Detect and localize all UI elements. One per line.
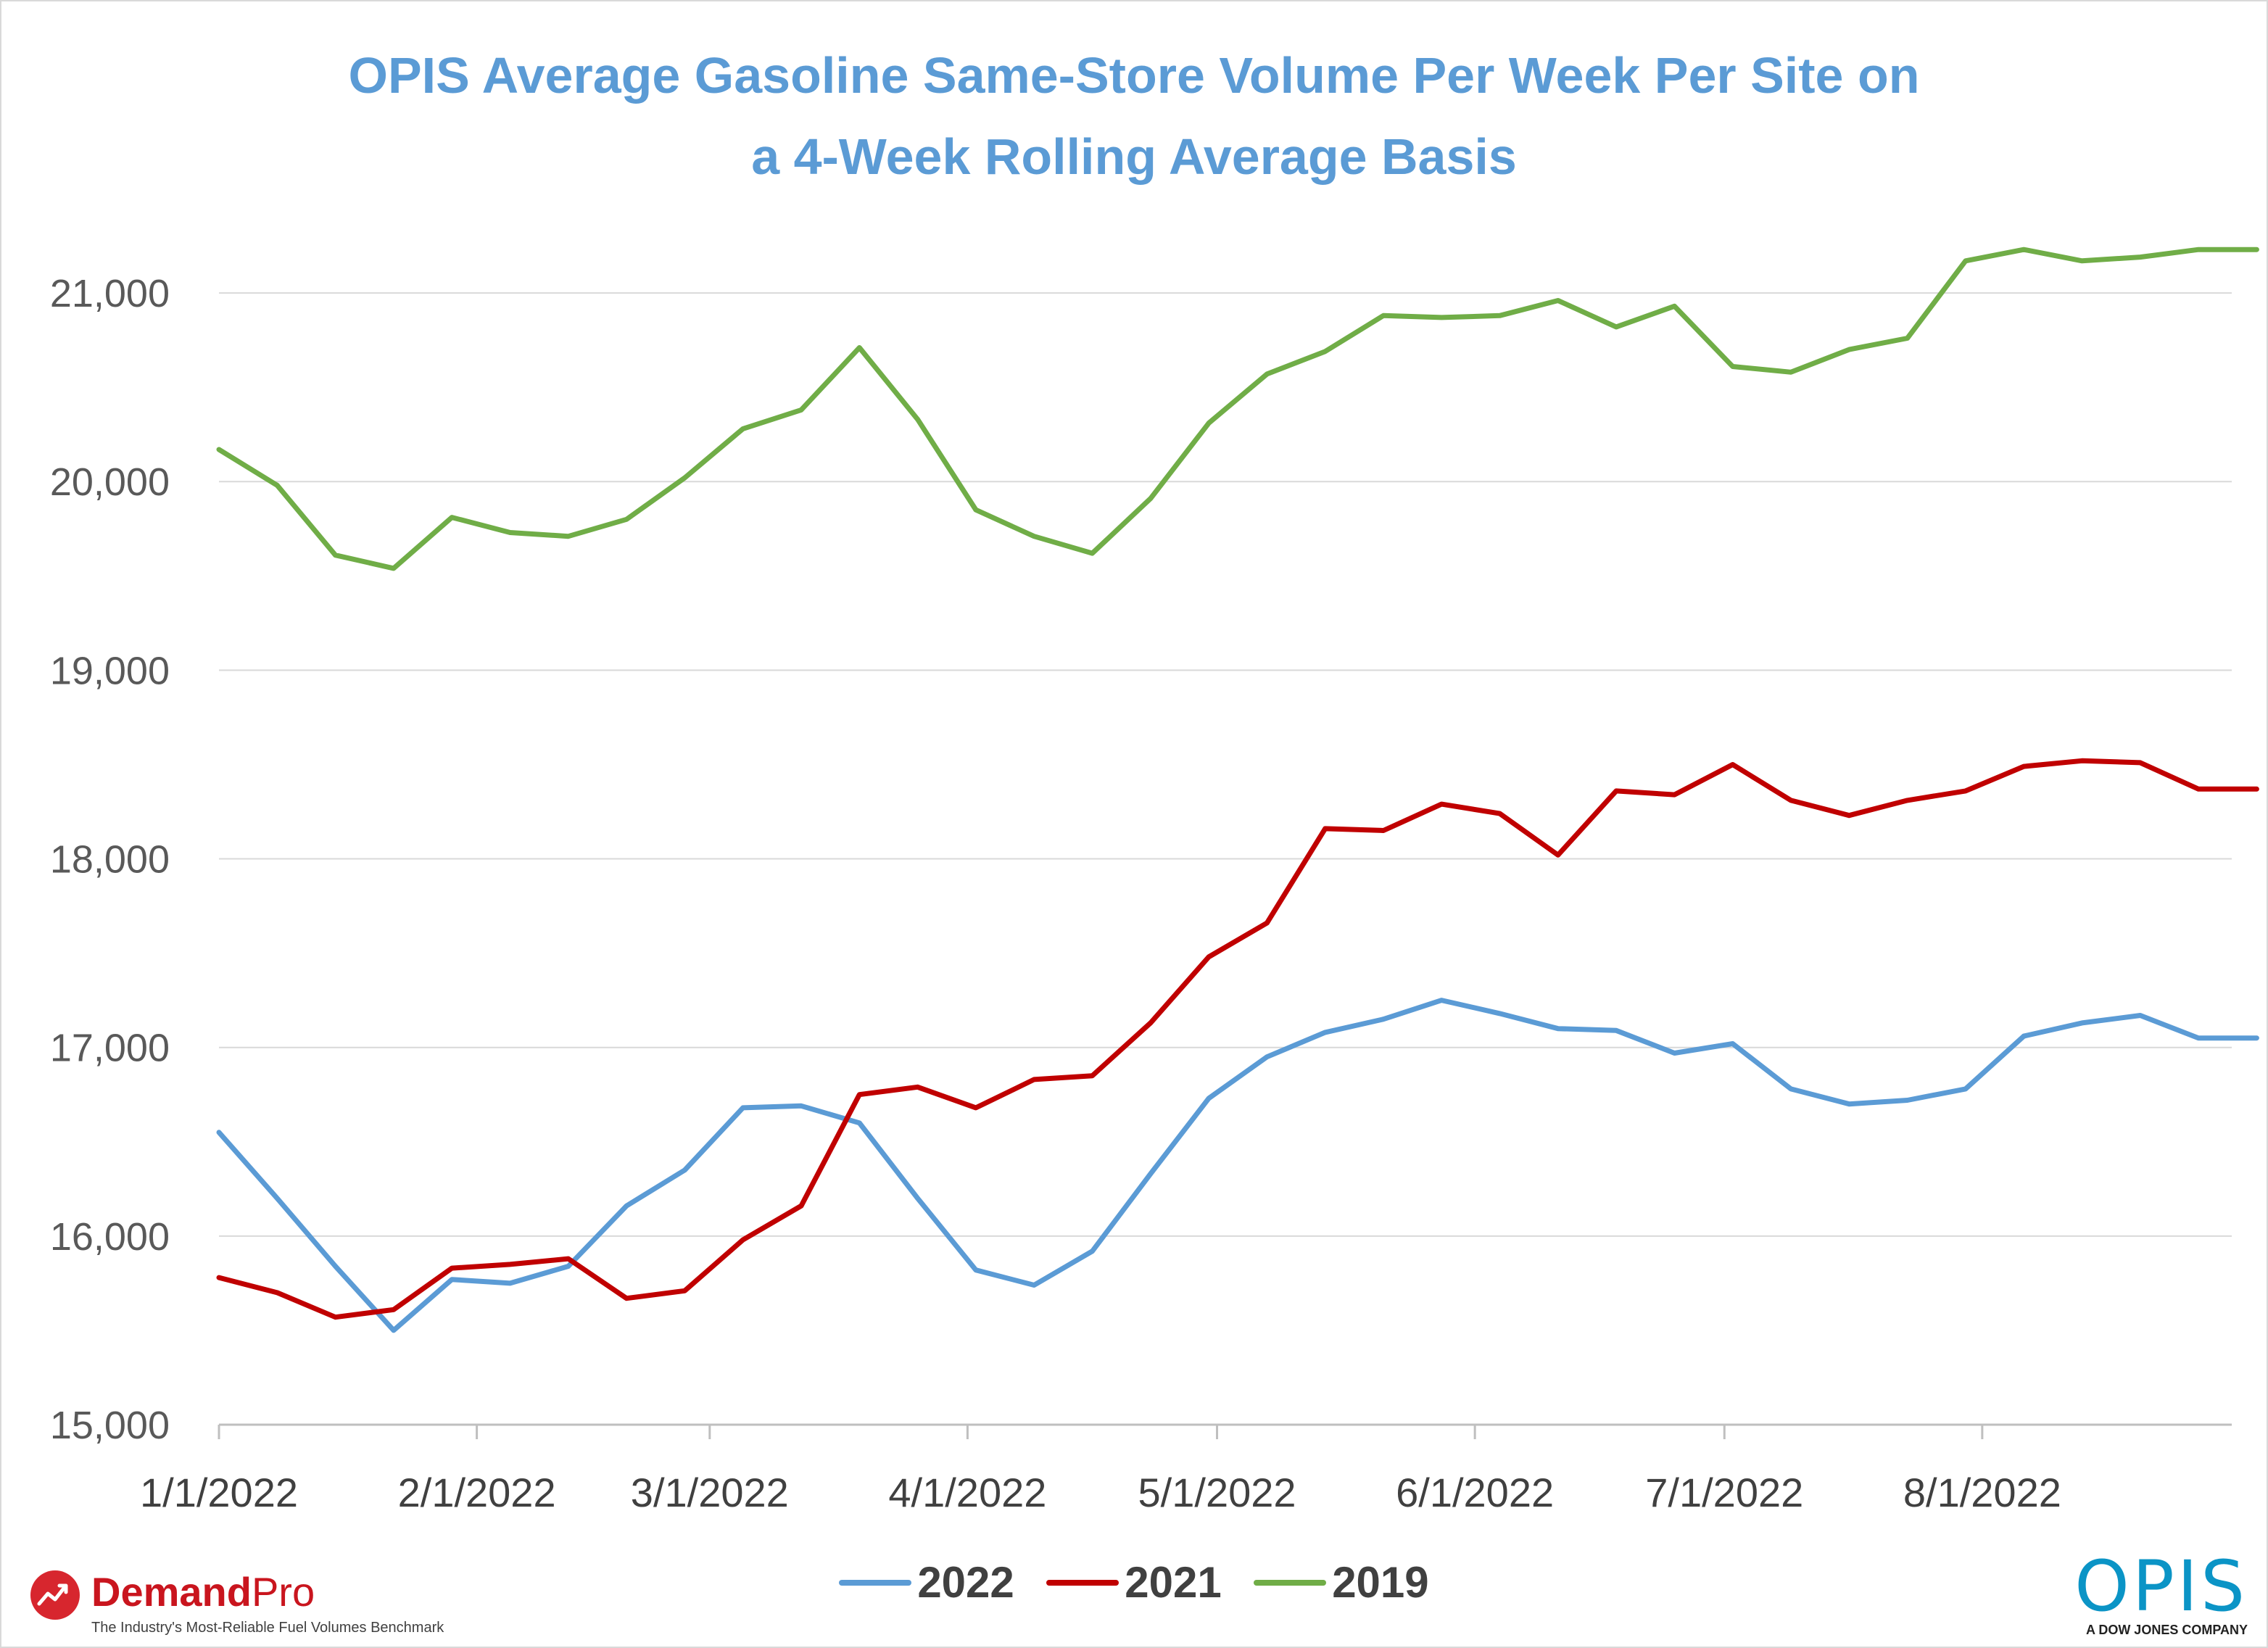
y-tick-label-20000: 20,000 xyxy=(50,460,170,504)
legend-label-2022: 2022 xyxy=(917,1558,1014,1607)
legend-swatch-2019 xyxy=(1254,1579,1327,1586)
legend-swatch-2022 xyxy=(839,1579,912,1586)
demandpro-name: Demand xyxy=(91,1569,252,1615)
demandpro-tagline: The Industry's Most-Reliable Fuel Volume… xyxy=(91,1620,444,1636)
legend-item-2022: 2022 xyxy=(839,1557,1014,1607)
y-tick-label-16000: 16,000 xyxy=(50,1215,170,1259)
y-tick-label-21000: 21,000 xyxy=(50,272,170,315)
demandpro-logo: DemandPro The Industry's Most-Reliable F… xyxy=(29,1565,493,1637)
demandpro-suffix: Pro xyxy=(251,1569,315,1615)
legend-label-2021: 2021 xyxy=(1125,1558,1222,1607)
y-tick-label-18000: 18,000 xyxy=(50,838,170,882)
chart-title-line-1: OPIS Average Gasoline Same-Store Volume … xyxy=(348,47,1920,104)
line-chart: 15,000 16,000 17,000 18,000 19,000 20,000 21,0… xyxy=(50,247,2259,1515)
legend-swatch-2021 xyxy=(1046,1579,1119,1586)
x-tick-label-2022-08-01: 8/1/2022 xyxy=(1903,1470,2061,1515)
legend-item-2021: 2021 xyxy=(1046,1557,1222,1607)
y-tick-label-19000: 19,000 xyxy=(50,649,170,692)
legend: 2022 2021 2019 xyxy=(0,1557,2268,1607)
legend-label-2019: 2019 xyxy=(1332,1558,1429,1607)
x-tick-label-2022-04-01: 4/1/2022 xyxy=(888,1470,1046,1515)
demandpro-chart-icon xyxy=(30,1570,80,1620)
chart-title-line-2: a 4-Week Rolling Average Basis xyxy=(751,128,1517,185)
opis-logo: OPIS A DOW JONES COMPANY xyxy=(2059,1552,2248,1639)
x-tick-label-2022-05-01: 5/1/2022 xyxy=(1138,1470,1296,1515)
x-tick-label-2022-02-01: 2/1/2022 xyxy=(398,1470,556,1515)
opis-wordmark: OPIS xyxy=(2074,1546,2248,1627)
series-line-2019 xyxy=(216,247,2259,571)
x-tick-label-2022-06-01: 6/1/2022 xyxy=(1396,1470,1554,1515)
x-tick-label-2022-01-01: 1/1/2022 xyxy=(140,1470,298,1515)
x-tick-label-2022-07-01: 7/1/2022 xyxy=(1645,1470,1803,1515)
series-line-2022 xyxy=(216,998,2259,1333)
chart-title: OPIS Average Gasoline Same-Store Volume … xyxy=(0,35,2268,197)
legend-item-2019: 2019 xyxy=(1254,1557,1429,1607)
y-tick-label-17000: 17,000 xyxy=(50,1027,170,1070)
y-tick-label-15000: 15,000 xyxy=(50,1404,170,1447)
opis-tagline: A DOW JONES COMPANY xyxy=(2085,1623,2248,1637)
x-tick-label-2022-03-01: 3/1/2022 xyxy=(631,1470,789,1515)
demandpro-wordmark: DemandPro xyxy=(91,1566,315,1618)
series-line-2021 xyxy=(216,758,2259,1320)
